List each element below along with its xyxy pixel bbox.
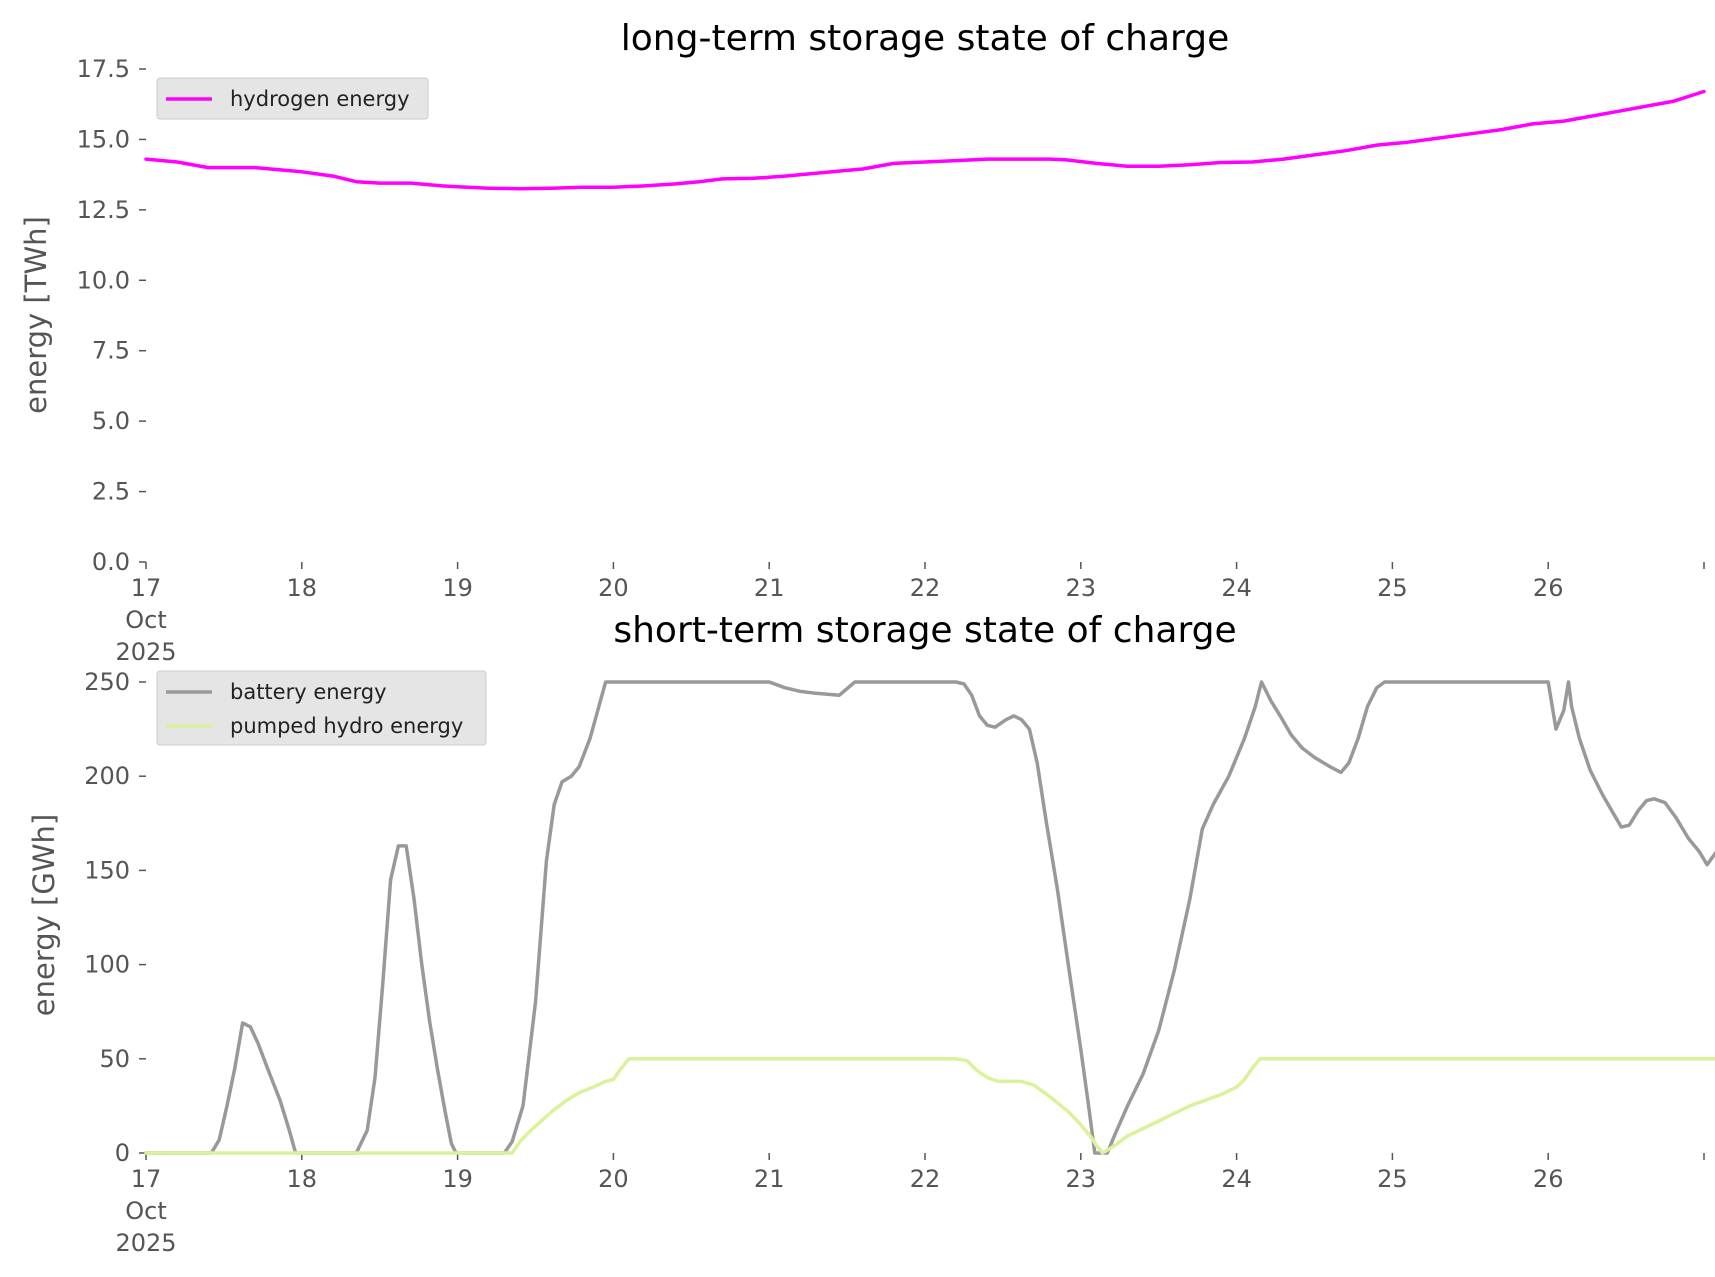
x-tick-label: 26 xyxy=(1533,574,1564,602)
x-tick-label: 22 xyxy=(910,574,941,602)
y-tick-label: 10.0 xyxy=(77,266,130,294)
legend-box xyxy=(156,77,429,120)
x-tick-label: 18 xyxy=(287,574,318,602)
chart-title: long-term storage state of charge xyxy=(621,18,1229,59)
legend-box xyxy=(156,670,487,746)
series-lines xyxy=(144,680,1715,1155)
y-tick-label: 0.0 xyxy=(92,548,130,576)
y-tick-label: 5.0 xyxy=(92,407,130,435)
long-term-storage-chart: long-term storage state of charge energy… xyxy=(19,18,1706,666)
x-tick-label: 25 xyxy=(1377,1165,1408,1193)
x-tick-label: 26 xyxy=(1533,1165,1564,1193)
y-tick-label: 150 xyxy=(84,856,130,884)
x-tick-sublabel: 2025 xyxy=(115,638,176,666)
x-tick-sublabel: Oct xyxy=(125,1197,167,1225)
y-axis-label: energy [GWh] xyxy=(27,814,61,1016)
x-tick-label: 17 xyxy=(131,1165,162,1193)
y-axis-label: energy [TWh] xyxy=(19,216,53,414)
x-axis-ticks: 17 Oct 2025 18 19 20 21 22 23 24 25 26 xyxy=(115,562,1705,666)
x-tick-label: 24 xyxy=(1221,1165,1252,1193)
x-tick-label: 19 xyxy=(442,1165,473,1193)
y-axis-ticks: 0 50 100 150 200 250 xyxy=(84,668,146,1167)
x-tick-label: 23 xyxy=(1066,574,1097,602)
y-tick-label: 15.0 xyxy=(77,125,130,153)
x-tick-label: 20 xyxy=(598,1165,629,1193)
legend-label: battery energy xyxy=(230,680,387,704)
series-line-pumped-hydro-energy xyxy=(144,1057,1715,1155)
x-tick-sublabel: Oct xyxy=(125,606,167,634)
x-tick-label: 17 xyxy=(131,574,162,602)
y-tick-label: 200 xyxy=(84,762,130,790)
x-tick-label: 22 xyxy=(910,1165,941,1193)
y-tick-label: 2.5 xyxy=(92,478,130,506)
y-tick-label: 12.5 xyxy=(77,196,130,224)
x-axis-ticks: 17 Oct 2025 18 19 20 21 22 23 24 25 26 xyxy=(115,1153,1705,1257)
y-tick-label: 7.5 xyxy=(92,337,130,365)
y-tick-label: 250 xyxy=(84,668,130,696)
legend: hydrogen energy xyxy=(156,77,429,120)
x-tick-label: 20 xyxy=(598,574,629,602)
x-tick-label: 21 xyxy=(754,574,785,602)
legend: battery energy pumped hydro energy xyxy=(156,670,487,746)
series-lines xyxy=(144,89,1706,191)
x-tick-label: 24 xyxy=(1221,574,1252,602)
y-tick-label: 50 xyxy=(99,1045,130,1073)
y-tick-label: 17.5 xyxy=(77,55,130,83)
short-term-storage-chart: short-term storage state of charge energ… xyxy=(27,610,1715,1257)
chart-title: short-term storage state of charge xyxy=(613,610,1236,651)
y-tick-label: 0 xyxy=(115,1139,130,1167)
x-tick-label: 23 xyxy=(1066,1165,1097,1193)
x-tick-label: 19 xyxy=(442,574,473,602)
x-tick-sublabel: 2025 xyxy=(115,1229,176,1257)
x-tick-label: 21 xyxy=(754,1165,785,1193)
x-tick-label: 18 xyxy=(287,1165,318,1193)
series-line-hydrogen-energy xyxy=(144,89,1706,191)
legend-label: pumped hydro energy xyxy=(230,714,463,738)
series-line-battery-energy xyxy=(144,680,1715,1155)
y-axis-ticks: 0.0 2.5 5.0 7.5 10.0 12.5 15.0 17.5 xyxy=(77,55,146,576)
x-tick-label: 25 xyxy=(1377,574,1408,602)
legend-label: hydrogen energy xyxy=(230,87,410,111)
y-tick-label: 100 xyxy=(84,951,130,979)
